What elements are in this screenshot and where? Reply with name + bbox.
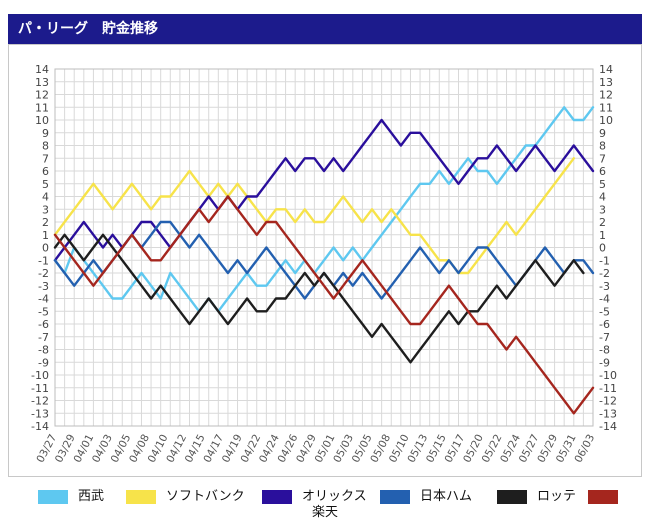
y-tick-label-left: 3 [42, 203, 49, 216]
y-tick-label-right: -4 [599, 293, 610, 306]
y-tick-label-right: 1 [599, 229, 606, 242]
y-tick-label-right: 6 [599, 165, 606, 178]
y-tick-label-right: -10 [599, 369, 617, 382]
chart-title: パ・リーグ 貯金推移 [18, 21, 158, 37]
y-tick-label-right: -14 [599, 420, 617, 433]
legend-swatch [126, 490, 156, 504]
y-tick-label-right: -2 [599, 267, 610, 280]
series-line-2 [53, 118, 595, 262]
y-tick-label-left: 6 [42, 165, 49, 178]
legend-label: ロッテ [537, 489, 577, 504]
y-tick-label-right: 0 [599, 242, 606, 255]
y-tick-label-right: 4 [599, 191, 606, 204]
y-tick-label-left: -1 [38, 254, 49, 267]
y-tick-label-right: 12 [599, 89, 613, 102]
chart-header: パ・リーグ 貯金推移 [8, 14, 642, 44]
chart-legend: 西武 ソフトバンク オリックス 日本ハム ロッテ楽天 [0, 484, 650, 521]
series-line-5 [53, 195, 595, 415]
y-tick-label-left: 7 [42, 152, 49, 165]
y-tick-label-right: -9 [599, 356, 610, 369]
y-tick-label-left: 5 [42, 178, 49, 191]
y-tick-label-right: 8 [599, 140, 606, 153]
legend-label: ソフトバンク [166, 489, 245, 504]
y-tick-label-left: 14 [35, 63, 49, 76]
y-tick-label-right: 9 [599, 127, 606, 140]
y-tick-label-right: 7 [599, 152, 606, 165]
y-tick-label-right: 2 [599, 216, 606, 229]
legend-swatch [380, 490, 410, 504]
y-tick-label-left: 0 [42, 242, 49, 255]
y-tick-label-right: 3 [599, 203, 606, 216]
y-tick-label-left: 4 [42, 191, 49, 204]
y-tick-label-left: -4 [38, 293, 49, 306]
y-tick-label-right: -3 [599, 280, 610, 293]
y-tick-label-left: -14 [31, 420, 49, 433]
y-tick-label-left: 8 [42, 140, 49, 153]
series-line-0 [53, 106, 595, 313]
y-tick-label-left: -10 [31, 369, 49, 382]
legend-label: 西武 [78, 489, 105, 504]
y-tick-label-left: 13 [35, 76, 49, 89]
y-tick-label-left: -8 [38, 344, 49, 357]
legend-swatch [497, 490, 527, 504]
y-tick-label-left: -2 [38, 267, 49, 280]
y-tick-label-left: 2 [42, 216, 49, 229]
y-tick-label-left: 12 [35, 89, 49, 102]
y-tick-label-left: -11 [31, 382, 49, 395]
y-tick-label-right: 14 [599, 63, 613, 76]
y-tick-label-left: 11 [35, 101, 49, 114]
legend-swatch [262, 490, 292, 504]
y-tick-label-left: -12 [31, 395, 49, 408]
y-tick-label-right: 13 [599, 76, 613, 89]
y-tick-label-right: -6 [599, 318, 610, 331]
y-tick-label-right: -5 [599, 305, 610, 318]
legend-label: 楽天 [312, 505, 339, 520]
y-tick-label-left: -3 [38, 280, 49, 293]
y-tick-label-right: -12 [599, 395, 617, 408]
y-tick-label-right: 11 [599, 101, 613, 114]
legend-swatch [38, 490, 68, 504]
y-tick-label-left: 1 [42, 229, 49, 242]
legend-swatch [588, 490, 618, 504]
y-tick-label-left: -7 [38, 331, 49, 344]
y-tick-label-left: 10 [35, 114, 49, 127]
y-tick-label-right: -7 [599, 331, 610, 344]
y-tick-label-right: 10 [599, 114, 613, 127]
y-tick-label-left: -6 [38, 318, 49, 331]
y-tick-label-left: -5 [38, 305, 49, 318]
legend-label: 日本ハム [420, 489, 473, 504]
y-tick-label-left: -13 [31, 407, 49, 420]
y-tick-label-left: -9 [38, 356, 49, 369]
y-tick-label-right: -13 [599, 407, 617, 420]
y-tick-label-right: -1 [599, 254, 610, 267]
legend-label: オリックス [302, 489, 367, 504]
y-tick-label-right: 5 [599, 178, 606, 191]
y-tick-label-left: 9 [42, 127, 49, 140]
y-tick-label-right: -11 [599, 382, 617, 395]
chart-area: 14 14 13 13 12 12 11 11 10 10 9 9 8 8 7 7 6 6 5 5 4 4 3 3 2 2 1 1 0 0… [8, 44, 642, 477]
y-tick-label-right: -8 [599, 344, 610, 357]
